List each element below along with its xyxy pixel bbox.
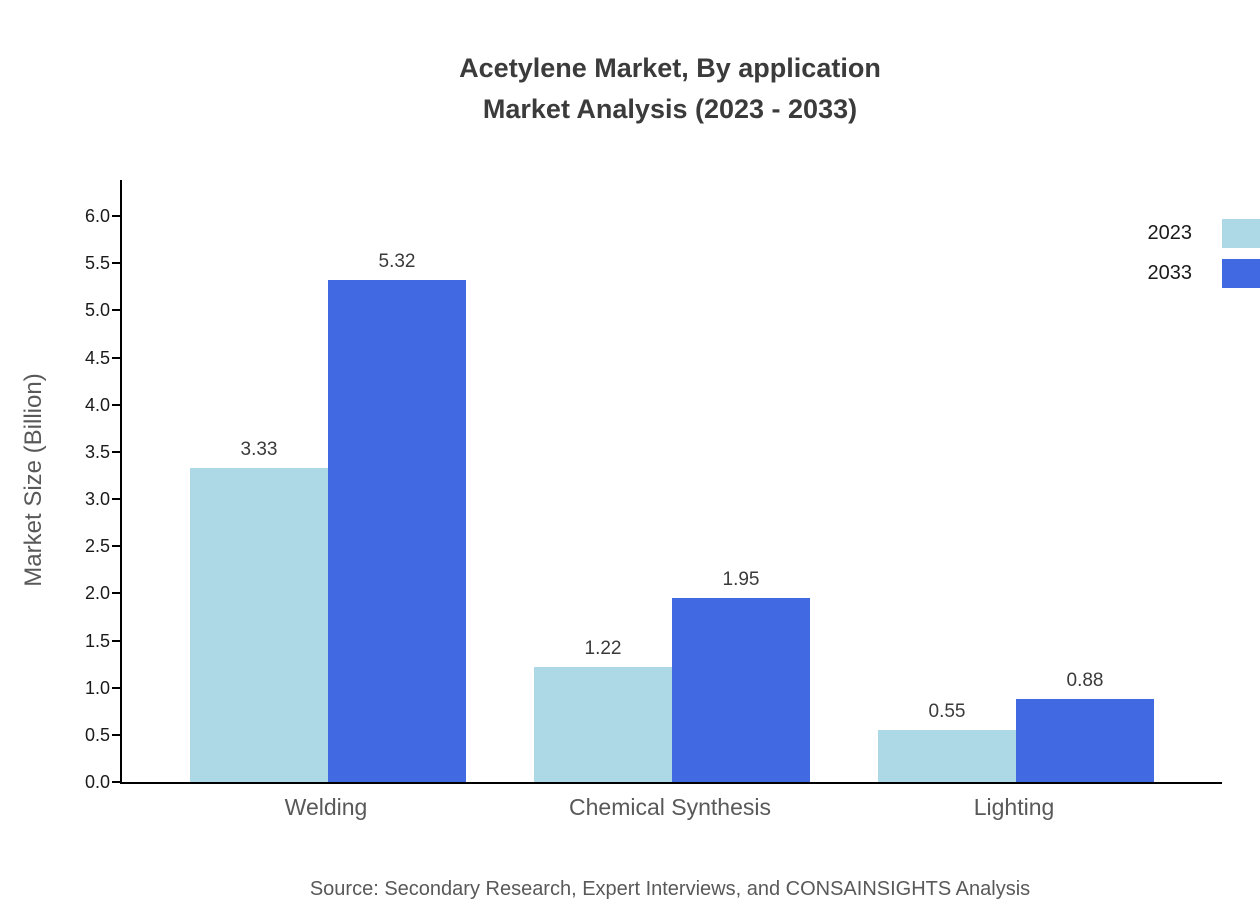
barwrap-2023-lighting: 0.55 [878, 701, 1016, 782]
chart-title-line1: Acetylene Market, By application [459, 53, 881, 83]
y-tick-label: 5.5 [84, 253, 110, 274]
chart-title-line2: Market Analysis (2023 - 2033) [482, 94, 858, 124]
y-tick-label: 5.0 [84, 300, 110, 321]
legend-item-2033: 2033 [1148, 259, 1260, 288]
bar-value-label: 0.88 [1066, 670, 1104, 691]
y-tick-label: 3.0 [84, 489, 110, 509]
bar-value-label: 1.95 [722, 569, 760, 591]
barwrap-2033-lighting: 0.88 [1016, 670, 1154, 782]
x-category-label: Welding [284, 794, 368, 820]
bar-2033-welding [328, 280, 466, 782]
barwrap-2033-chemical-synthesis: 1.95 [672, 569, 810, 782]
y-tick-mark [112, 309, 120, 312]
bar-group-chemical-synthesis: 1.22 1.95 [534, 569, 810, 782]
y-axis-title: Market Size (Billion) [20, 373, 47, 587]
y-tick-mark [112, 781, 120, 783]
y-tick-mark [112, 262, 120, 265]
y-tick-mark [112, 686, 120, 689]
bar-2033-chemical-synthesis [672, 598, 810, 782]
y-tick-label: 1.0 [84, 677, 110, 698]
barwrap-2023-welding: 3.33 [190, 439, 328, 782]
plot-area: 0.0 0.5 1.0 1.5 2.0 2.5 3.0 3.5 4.0 4.5 5.0 5.5 6.0 … [85, 180, 1222, 792]
bar-2033-lighting [1016, 699, 1154, 782]
legend-label: 2023 [1147, 222, 1193, 244]
bar-2023-chemical-synthesis [534, 666, 672, 782]
bar-group-lighting: 0.55 0.88 [878, 670, 1154, 782]
barwrap-2033-welding: 5.32 [328, 251, 466, 782]
y-tick-mark [112, 733, 120, 736]
y-tick-mark [112, 639, 120, 642]
chart-title: Acetylene Market, By application Market … [120, 48, 1220, 130]
y-tick-label: 2.0 [84, 583, 110, 604]
y-tick-label: 2.5 [84, 536, 110, 557]
y-tick-label: 1.5 [84, 630, 110, 651]
y-tick-mark [112, 215, 120, 217]
y-tick-mark [112, 403, 120, 406]
source-text: Source: Secondary Research, Expert Inter… [309, 878, 1031, 900]
y-tick-mark [112, 356, 120, 359]
y-tick-label: 4.0 [84, 394, 110, 415]
legend: 2023 2033 [1148, 219, 1260, 299]
bar-value-label: 0.55 [928, 701, 966, 723]
y-tick-mark [112, 498, 120, 500]
y-tick-label: 0.0 [84, 772, 110, 792]
bar-value-label: 1.22 [584, 637, 622, 659]
legend-swatch [1222, 219, 1260, 248]
y-tick-mark [112, 545, 120, 548]
x-category-label: Chemical Synthesis [569, 794, 771, 820]
y-tick-label: 6.0 [84, 206, 110, 226]
bar-2023-welding [190, 467, 328, 782]
legend-label: 2033 [1147, 262, 1193, 284]
bars-layer: 3.33 5.32 1.22 1.95 0.55 0.88 [122, 180, 1222, 782]
bar-2023-lighting [878, 730, 1016, 782]
legend-item-2023: 2023 [1148, 219, 1260, 248]
legend-swatch [1222, 259, 1260, 288]
barwrap-2023-chemical-synthesis: 1.22 [534, 638, 672, 782]
y-tick-label: 4.5 [84, 347, 110, 368]
x-category-label: Lighting [973, 794, 1055, 820]
y-tick-label: 3.5 [84, 441, 110, 462]
bar-group-welding: 3.33 5.32 [190, 251, 466, 782]
bar-value-label: 3.33 [240, 438, 278, 460]
bar-value-label: 5.32 [378, 251, 416, 273]
y-tick-label: 0.5 [84, 724, 110, 745]
y-tick-mark [112, 450, 120, 453]
y-tick-mark [112, 592, 120, 595]
